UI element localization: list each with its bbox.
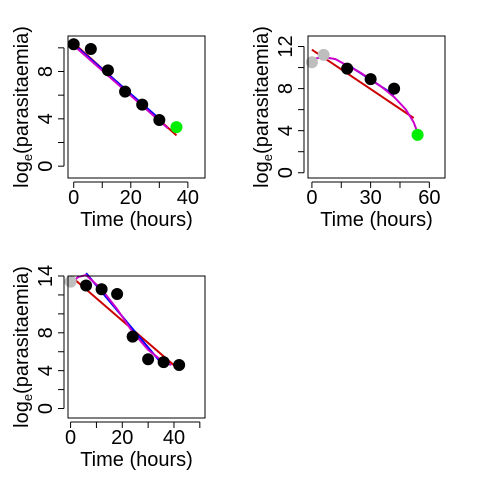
data-point	[173, 358, 186, 371]
data-point	[142, 353, 155, 366]
y-tick-label: 8	[35, 327, 57, 338]
plot-frame	[67, 35, 206, 179]
data-point	[80, 279, 93, 292]
data-point-gray	[305, 56, 318, 69]
data-point-green	[411, 128, 424, 141]
fit-line-1	[311, 48, 415, 119]
plot-frame	[307, 35, 446, 179]
plot-frame	[67, 275, 206, 419]
y-tick-label: 14	[35, 265, 57, 287]
y-tick-label: 8	[35, 66, 57, 77]
data-point	[111, 287, 124, 300]
data-point	[136, 98, 149, 111]
data-point	[67, 38, 80, 51]
x-tick-label: 30	[360, 187, 382, 209]
data-point-green	[170, 121, 183, 134]
x-tick-label: 0	[68, 187, 79, 209]
y-tick-label: 12	[275, 35, 297, 57]
y-axis-title: loge(parasitaemia)	[11, 26, 35, 188]
x-axis-title: Time (hours)	[80, 449, 193, 471]
y-tick-label: 4	[35, 365, 57, 376]
x-tick-label: 60	[418, 187, 440, 209]
y-tick-label: 0	[35, 161, 57, 172]
fit-line-3	[311, 55, 419, 134]
data-point	[84, 43, 97, 56]
x-tick-label: 20	[111, 427, 133, 449]
data-point	[153, 114, 166, 127]
y-axis-title: loge(parasitaemia)	[11, 266, 35, 428]
x-tick-label: 0	[306, 187, 317, 209]
y-tick-label: 4	[35, 113, 57, 124]
y-tick-label: 0	[35, 403, 57, 414]
data-point	[388, 82, 401, 95]
data-point	[341, 62, 354, 75]
data-point	[364, 73, 377, 86]
x-tick-label: 20	[120, 187, 142, 209]
y-axis-title: loge(parasitaemia)	[251, 26, 275, 188]
y-tick-label: 4	[275, 125, 297, 136]
data-point	[101, 64, 114, 77]
x-axis-title: Time (hours)	[80, 209, 193, 231]
data-point	[119, 85, 132, 98]
y-tick-label: 8	[275, 83, 297, 94]
fit-line-3	[73, 44, 169, 130]
data-point	[157, 356, 170, 369]
data-point	[95, 283, 108, 296]
x-tick-label: 40	[163, 427, 185, 449]
x-tick-label: 40	[177, 187, 199, 209]
data-point	[126, 330, 139, 343]
fit-line-1	[69, 275, 180, 371]
x-axis-title: Time (hours)	[320, 209, 433, 231]
data-point-gray	[317, 48, 330, 61]
x-tick-label: 0	[65, 427, 76, 449]
y-tick-label: 0	[275, 167, 297, 178]
data-point-gray	[64, 275, 77, 288]
